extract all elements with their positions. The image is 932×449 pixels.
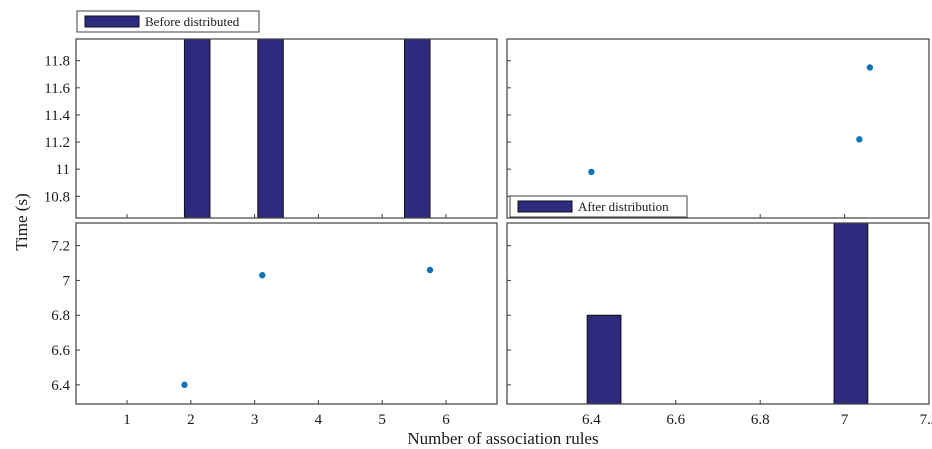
panel-top-right [506,38,930,219]
axes-frame [506,222,930,405]
y-tick-label: 7.2 [51,239,70,255]
x-tick-label: 5 [378,412,386,428]
y-tick-label: 10.8 [44,189,70,205]
panel-bottom-left: 1 2 3 4 5 6 6.4 6.6 6.8 7 7.2 [51,222,498,428]
x-tick-label: 7.2 [920,412,932,428]
y-tick-label: 11.4 [44,108,70,124]
axes-frame [75,222,498,405]
bar-1 [586,314,622,405]
legend-swatch [517,200,573,213]
x-tick-label: 7 [841,412,849,428]
legend-label: After distribution [578,199,669,214]
x-tick-label: 4 [315,412,323,428]
y-tick-label: 11.6 [44,81,70,97]
x-tick-label: 6.8 [751,412,770,428]
bar-1 [183,38,211,219]
y-tick-label: 6.8 [51,308,70,324]
x-tick-label: 6.6 [666,412,685,428]
panel-bottom-right: 6.4 6.6 6.8 7 7.2 After distribution [506,195,932,428]
x-tick-label: 1 [123,412,131,428]
y-tick-label: 11 [56,162,70,178]
legend: Before distributed [76,10,260,33]
x-axis-title: Number of association rules [407,429,598,448]
y-tick-label: 11.2 [44,135,70,151]
y-tick-label: 6.4 [51,378,70,394]
x-tick-label: 3 [251,412,259,428]
legend: After distribution [509,195,688,218]
data-point-3 [426,266,434,274]
x-tick-label: 2 [187,412,195,428]
data-point-1 [181,381,188,389]
y-tick-label: 6.6 [51,343,70,359]
data-point-1 [588,168,595,176]
panel-top-left: 10.8 11 11.2 11.4 11.6 11.8 Before distributed [44,10,498,219]
data-point-3 [866,64,874,71]
axes-frame [75,38,498,219]
data-point-2 [259,272,266,279]
x-tick-label: 6.4 [582,412,601,428]
y-axis-title: Time (s) [12,193,31,250]
legend-swatch [84,15,140,28]
data-point-2 [856,136,863,143]
axes-frame [506,38,930,219]
legend-label: Before distributed [145,14,240,29]
bar-3 [404,38,431,219]
bar-2 [833,222,869,405]
bar-2 [257,38,284,219]
x-tick-label: 6 [442,412,450,428]
y-tick-label: 7 [63,273,71,289]
y-tick-label: 11.8 [44,54,70,70]
